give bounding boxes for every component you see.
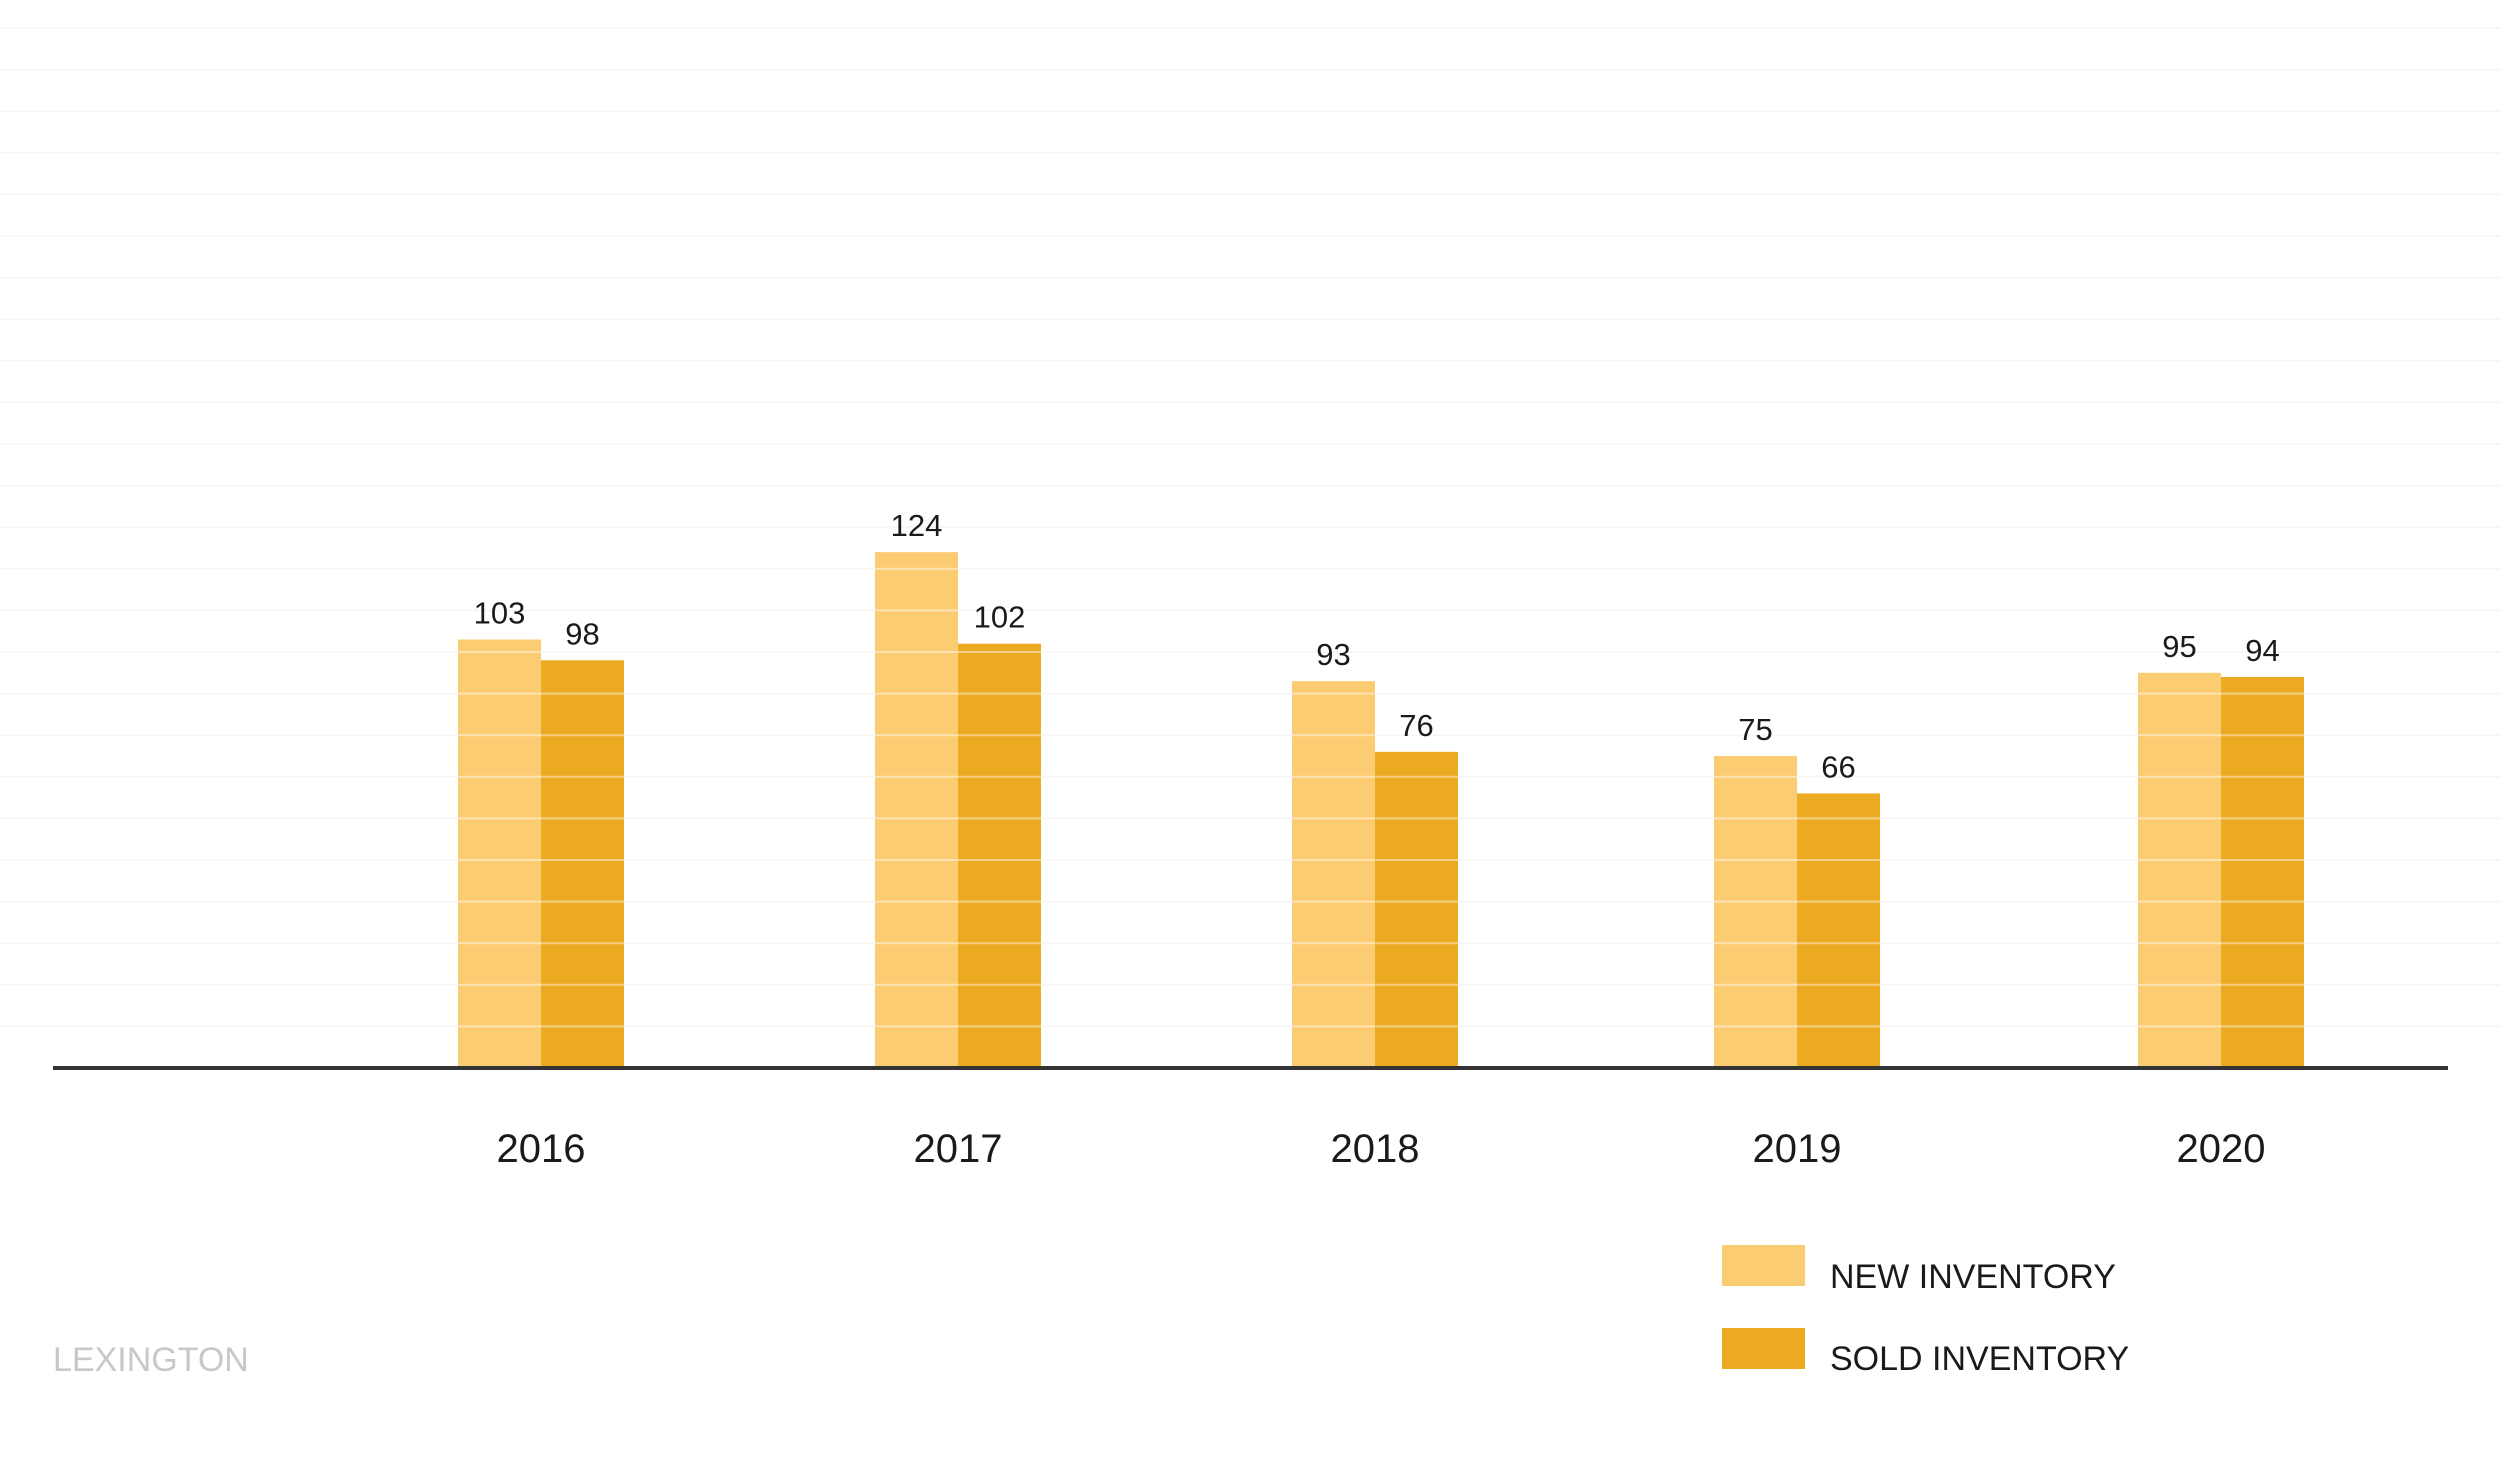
data-label-new-inventory-2016: 103	[474, 596, 526, 631]
bar-new-inventory-2017	[875, 552, 958, 1068]
data-label-new-inventory-2017: 124	[891, 508, 943, 543]
bar-sold-inventory-2017	[958, 643, 1041, 1068]
legend-swatch-new-inventory	[1722, 1245, 1805, 1286]
bar-new-inventory-2016	[458, 639, 541, 1068]
data-label-sold-inventory-2019: 66	[1821, 749, 1855, 784]
x-tick-label-2019: 2019	[1753, 1127, 1842, 1171]
bar-new-inventory-2019	[1714, 756, 1797, 1068]
legend-label-sold-inventory: SOLD INVENTORY	[1830, 1340, 2129, 1378]
bar-sold-inventory-2019	[1797, 793, 1880, 1068]
data-labels: 103 98 124 102 93 76 75 66 95 94	[474, 508, 2280, 784]
data-label-new-inventory-2020: 95	[2162, 629, 2196, 664]
data-label-sold-inventory-2017: 102	[974, 600, 1026, 635]
x-tick-label-2018: 2018	[1331, 1127, 1420, 1171]
data-label-sold-inventory-2016: 98	[565, 616, 599, 651]
x-tick-label-2017: 2017	[914, 1127, 1003, 1171]
bar-sold-inventory-2016	[541, 660, 624, 1068]
bar-sold-inventory-2018	[1375, 751, 1458, 1068]
gridlines	[0, 27, 2501, 1028]
bar-sold-inventory-2020	[2221, 676, 2304, 1068]
x-tick-label-2020: 2020	[2177, 1127, 2266, 1171]
bars	[0, 27, 2501, 1068]
x-axis-tick-labels: 2016 2017 2018 2019 2020	[497, 1127, 2266, 1171]
bar-new-inventory-2020	[2138, 672, 2221, 1068]
data-label-sold-inventory-2020: 94	[2245, 633, 2279, 668]
legend-swatch-sold-inventory	[1722, 1328, 1805, 1369]
data-label-new-inventory-2018: 93	[1316, 637, 1350, 672]
watermark-logo: LEXINGTON	[53, 1341, 249, 1379]
x-tick-label-2016: 2016	[497, 1127, 586, 1171]
data-label-new-inventory-2019: 75	[1738, 712, 1772, 747]
data-label-sold-inventory-2018: 76	[1399, 708, 1433, 743]
bar-new-inventory-2018	[1292, 681, 1375, 1068]
legend-label-new-inventory: NEW INVENTORY	[1830, 1258, 2116, 1296]
legend: NEW INVENTORY SOLD INVENTORY	[1722, 1245, 2129, 1378]
